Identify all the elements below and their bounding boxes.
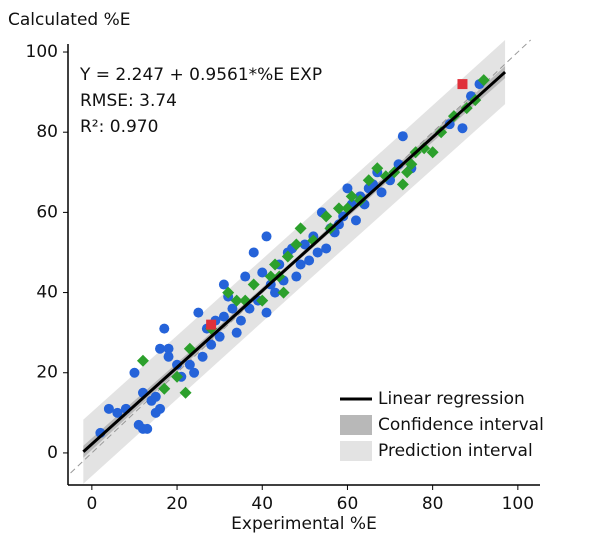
point [231, 327, 242, 338]
annotation: R²: 0.970 [80, 117, 158, 137]
point [435, 126, 448, 139]
annotation: Y = 2.247 + 0.9561*%E EXP [79, 65, 322, 85]
point [240, 271, 251, 282]
point [401, 166, 414, 179]
point [405, 158, 418, 171]
y-tick-label: 60 [36, 202, 58, 222]
x-tick-label: 20 [166, 494, 188, 514]
legend-label: Prediction interval [378, 441, 533, 461]
point [345, 190, 358, 203]
point [261, 307, 272, 318]
point [103, 403, 114, 414]
point [418, 142, 431, 155]
point [227, 303, 238, 314]
point [129, 367, 140, 378]
point [155, 403, 166, 414]
point [230, 294, 243, 307]
point [197, 351, 208, 362]
point [304, 255, 315, 266]
point [179, 386, 192, 399]
point [290, 238, 303, 251]
point [379, 170, 392, 183]
legend-label: Linear regression [378, 389, 525, 409]
point [159, 323, 170, 334]
point [281, 250, 294, 263]
x-tick-label: 80 [422, 494, 444, 514]
point [163, 351, 174, 362]
point [206, 319, 217, 330]
x-axis-label: Experimental %E [231, 514, 377, 534]
point [457, 79, 468, 90]
point [261, 231, 272, 242]
point [218, 279, 229, 290]
point [371, 162, 384, 175]
point [477, 74, 490, 87]
point [222, 286, 235, 299]
point [291, 271, 302, 282]
point [184, 359, 195, 370]
point [295, 259, 306, 270]
point [218, 311, 229, 322]
x-tick-label: 0 [86, 494, 97, 514]
point [332, 202, 345, 215]
y-tick-label: 80 [36, 122, 58, 142]
point [163, 343, 174, 354]
legend-swatch [340, 441, 372, 461]
point [142, 423, 153, 434]
point [112, 407, 123, 418]
point [256, 294, 269, 307]
point [342, 183, 353, 194]
point [150, 391, 161, 402]
point [155, 343, 166, 354]
point [189, 367, 200, 378]
point [376, 187, 387, 198]
point [312, 247, 323, 258]
point [214, 331, 225, 342]
point [299, 239, 310, 250]
point [171, 370, 184, 383]
point [294, 222, 307, 235]
y-tick-label: 100 [26, 42, 58, 62]
point [269, 258, 282, 271]
point [320, 210, 333, 223]
y-tick-label: 0 [47, 443, 58, 463]
point [206, 339, 217, 350]
point [248, 247, 259, 258]
point [270, 287, 281, 298]
point [172, 359, 183, 370]
y-tick-label: 40 [36, 283, 58, 303]
point [193, 307, 204, 318]
point [362, 174, 375, 187]
point [426, 146, 439, 159]
x-tick-label: 100 [502, 494, 534, 514]
point [247, 278, 260, 291]
legend-label: Confidence interval [378, 415, 544, 435]
point [397, 131, 408, 142]
y-axis-label: Calculated %E [8, 10, 131, 30]
regression-line [82, 70, 507, 453]
point [277, 286, 290, 299]
point [457, 123, 468, 134]
x-tick-label: 60 [337, 494, 359, 514]
legend-swatch [340, 415, 372, 435]
point [350, 215, 361, 226]
y-tick-label: 20 [36, 363, 58, 383]
x-tick-label: 40 [251, 494, 273, 514]
point [321, 243, 332, 254]
point [396, 178, 409, 191]
point [136, 354, 149, 367]
point [158, 382, 171, 395]
point [257, 267, 268, 278]
annotation: RMSE: 3.74 [80, 91, 177, 111]
point [235, 315, 246, 326]
